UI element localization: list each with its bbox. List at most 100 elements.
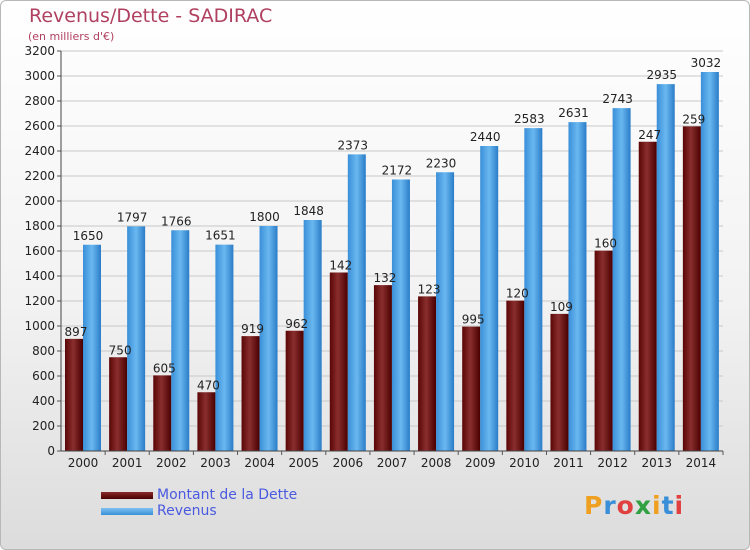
debt-bar xyxy=(109,357,128,451)
debt-bar xyxy=(329,272,348,451)
legend-label-debt: Montant de la Dette xyxy=(157,487,298,503)
revenue-bar xyxy=(127,226,146,451)
revenue-bar xyxy=(391,179,410,451)
revenue-value-label: 1650 xyxy=(73,229,104,243)
revenue-value-label: 2935 xyxy=(646,68,677,82)
debt-bar xyxy=(65,338,83,451)
debt-value-label: 919 xyxy=(241,322,264,336)
debt-bar xyxy=(285,330,304,451)
x-tick-label: 2009 xyxy=(465,456,496,470)
x-tick-label: 2001 xyxy=(112,456,143,470)
y-tick-label: 800 xyxy=(32,344,55,358)
legend: Montant de la Dette Revenus xyxy=(101,487,297,519)
debt-bar xyxy=(197,392,216,451)
y-tick-label: 2200 xyxy=(24,169,55,183)
chart-title: Revenus/Dette - SADIRAC xyxy=(29,5,273,27)
debt-bar xyxy=(506,300,525,451)
debt-value-label: 120 xyxy=(506,287,529,301)
revenue-bar xyxy=(171,230,190,451)
x-tick-label: 2006 xyxy=(333,456,364,470)
debt-value-label: 132 xyxy=(373,271,396,285)
revenue-bar xyxy=(303,220,322,451)
x-tick-label: 2012 xyxy=(597,456,628,470)
y-tick-label: 1200 xyxy=(24,294,55,308)
y-tick-label: 200 xyxy=(32,419,55,433)
x-tick-label: 2014 xyxy=(686,456,717,470)
debt-value-label: 605 xyxy=(153,361,176,375)
revenue-value-label: 2743 xyxy=(602,92,633,106)
revenue-bar xyxy=(83,244,101,451)
revenue-value-label: 1766 xyxy=(161,214,192,228)
legend-swatch-revenue xyxy=(101,507,153,515)
revenue-bar xyxy=(347,154,366,451)
y-tick-label: 2000 xyxy=(24,194,55,208)
x-tick-label: 2010 xyxy=(509,456,540,470)
logo-letter: i xyxy=(674,491,685,520)
y-tick-label: 1400 xyxy=(24,269,55,283)
logo-letter: t xyxy=(661,491,675,520)
y-tick-label: 400 xyxy=(32,394,55,408)
x-tick-label: 2007 xyxy=(377,456,408,470)
debt-value-label: 109 xyxy=(550,300,573,314)
x-tick-label: 2008 xyxy=(421,456,452,470)
x-tick-label: 2004 xyxy=(244,456,275,470)
x-tick-label: 2000 xyxy=(68,456,99,470)
y-tick-label: 0 xyxy=(47,444,55,458)
debt-value-label: 750 xyxy=(109,343,132,357)
y-tick-label: 3200 xyxy=(24,44,55,58)
legend-item-revenue: Revenus xyxy=(101,503,297,519)
revenue-bar xyxy=(656,84,675,451)
x-tick-label: 2003 xyxy=(200,456,231,470)
debt-value-label: 995 xyxy=(462,313,485,327)
debt-bar xyxy=(594,250,613,451)
debt-value-label: 470 xyxy=(197,378,220,392)
y-tick-label: 2400 xyxy=(24,144,55,158)
revenue-value-label: 3032 xyxy=(691,56,722,70)
revenue-bar xyxy=(436,172,455,451)
logo-letter: r xyxy=(603,491,617,520)
revenue-value-label: 2440 xyxy=(470,130,501,144)
logo-letter: i xyxy=(652,491,662,520)
revenue-bar xyxy=(612,108,631,451)
debt-value-label: 123 xyxy=(418,282,441,296)
x-tick-label: 2002 xyxy=(156,456,187,470)
debt-bar xyxy=(153,375,172,451)
revenue-bar xyxy=(700,72,719,451)
x-tick-label: 2013 xyxy=(642,456,673,470)
revenue-value-label: 1800 xyxy=(249,210,280,224)
revenue-bar xyxy=(215,244,234,451)
debt-bar xyxy=(373,285,392,451)
revenue-value-label: 2172 xyxy=(382,164,413,178)
revenue-bar xyxy=(524,128,543,451)
debt-bar xyxy=(462,326,481,451)
proxiti-logo: Proxiti xyxy=(584,491,684,520)
debt-bar xyxy=(241,336,260,451)
debt-bar xyxy=(682,126,701,451)
y-tick-label: 1600 xyxy=(24,244,55,258)
debt-value-label: 160 xyxy=(594,237,617,251)
y-tick-label: 2600 xyxy=(24,119,55,133)
logo-letter: o xyxy=(616,491,635,520)
revenue-value-label: 1797 xyxy=(117,210,148,224)
revenue-value-label: 1651 xyxy=(205,229,236,243)
debt-value-label: 962 xyxy=(285,317,308,331)
logo-letter: x xyxy=(634,491,652,520)
chart-subtitle: (en milliers d'€) xyxy=(28,30,115,43)
legend-label-revenue: Revenus xyxy=(157,503,217,519)
y-tick-label: 1000 xyxy=(24,319,55,333)
revenue-value-label: 2373 xyxy=(338,138,369,152)
debt-bar xyxy=(638,141,657,451)
revenue-bar xyxy=(259,226,278,451)
revenue-value-label: 1848 xyxy=(293,204,324,218)
y-tick-label: 3000 xyxy=(24,69,55,83)
revenue-value-label: 2631 xyxy=(558,106,589,120)
revenue-bar xyxy=(480,146,499,451)
debt-value-label: 247 xyxy=(638,128,661,142)
revenue-bar xyxy=(568,122,587,451)
y-tick-label: 1800 xyxy=(24,219,55,233)
debt-bar xyxy=(550,313,569,451)
debt-value-label: 897 xyxy=(65,325,88,339)
x-tick-label: 2005 xyxy=(288,456,319,470)
legend-item-debt: Montant de la Dette xyxy=(101,487,297,503)
